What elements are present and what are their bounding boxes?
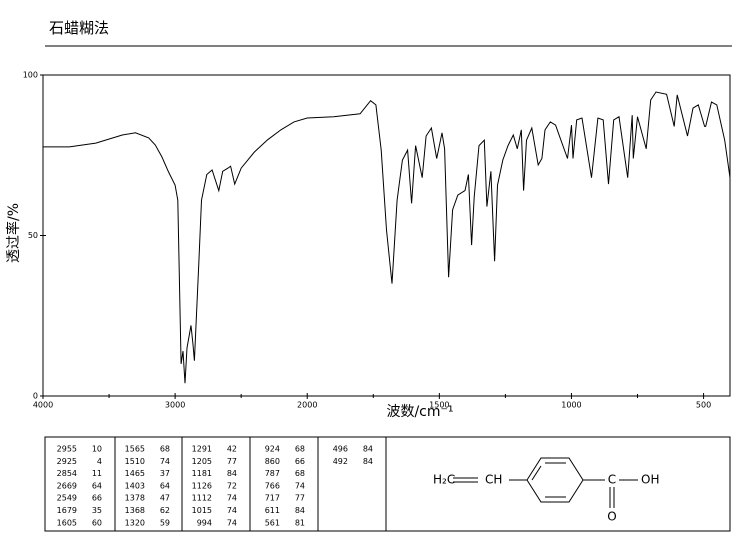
- peak-wavenumber: 1015: [192, 506, 212, 515]
- atom-label: CH: [485, 473, 502, 487]
- peak-transmittance: 64: [160, 481, 170, 490]
- peak-wavenumber: 2925: [57, 457, 77, 466]
- peak-wavenumber: 787: [265, 469, 280, 478]
- peak-transmittance: 81: [295, 518, 305, 527]
- peak-transmittance: 84: [363, 445, 373, 454]
- peak-wavenumber: 496: [333, 445, 348, 454]
- peak-wavenumber: 1378: [125, 494, 145, 503]
- peak-transmittance: 10: [92, 445, 102, 454]
- y-tick-label: 0: [33, 392, 38, 401]
- y-label: 透过率/%: [5, 203, 22, 263]
- peak-wavenumber: 860: [265, 457, 280, 466]
- x-tick-label: 4000: [33, 401, 53, 410]
- peak-wavenumber: 1679: [57, 506, 77, 515]
- peak-wavenumber: 2669: [57, 481, 77, 490]
- peak-wavenumber: 2549: [57, 494, 77, 503]
- peak-transmittance: 64: [92, 481, 102, 490]
- peak-wavenumber: 1205: [192, 457, 212, 466]
- peak-transmittance: 74: [227, 494, 237, 503]
- peak-wavenumber: 766: [265, 481, 280, 490]
- atom-label: O: [607, 510, 616, 524]
- peak-transmittance: 4: [97, 457, 102, 466]
- peak-wavenumber: 1126: [192, 481, 212, 490]
- peak-transmittance: 84: [295, 506, 305, 515]
- peak-transmittance: 74: [227, 518, 237, 527]
- x-tick-label: 500: [696, 401, 711, 410]
- spectrum-line: [43, 91, 731, 384]
- peak-wavenumber: 2955: [57, 445, 77, 454]
- peak-transmittance: 35: [92, 506, 102, 515]
- table-frame: [44, 436, 731, 532]
- y-tick-label: 100: [23, 71, 38, 80]
- x-tick-label: 1000: [561, 401, 581, 410]
- peak-transmittance: 84: [363, 457, 373, 466]
- title: 石蜡糊法: [49, 19, 109, 37]
- peak-wavenumber: 561: [265, 518, 280, 527]
- peak-transmittance: 60: [92, 518, 102, 527]
- peak-wavenumber: 1465: [125, 469, 145, 478]
- x-tick-label: 1500: [429, 401, 449, 410]
- atom-label: C: [608, 473, 616, 487]
- peak-transmittance: 11: [92, 469, 102, 478]
- peak-transmittance: 74: [295, 481, 305, 490]
- peak-transmittance: 37: [160, 469, 170, 478]
- peak-transmittance: 66: [295, 457, 305, 466]
- plot-frame: [42, 74, 731, 397]
- peak-wavenumber: 1368: [125, 506, 145, 515]
- peak-transmittance: 72: [227, 481, 237, 490]
- peak-transmittance: 77: [227, 457, 237, 466]
- peak-wavenumber: 1565: [125, 445, 145, 454]
- peak-transmittance: 59: [160, 518, 170, 527]
- peak-wavenumber: 1510: [125, 457, 145, 466]
- peak-wavenumber: 2854: [57, 469, 77, 478]
- peak-transmittance: 84: [227, 469, 237, 478]
- atom-label: H₂C: [433, 473, 455, 487]
- peak-wavenumber: 717: [265, 494, 280, 503]
- peak-wavenumber: 492: [333, 457, 348, 466]
- x-tick-label: 3000: [165, 401, 185, 410]
- peak-transmittance: 74: [160, 457, 170, 466]
- peak-wavenumber: 1181: [192, 469, 212, 478]
- peak-transmittance: 68: [160, 445, 170, 454]
- peak-transmittance: 68: [295, 445, 305, 454]
- peak-wavenumber: 611: [265, 506, 280, 515]
- peak-transmittance: 77: [295, 494, 305, 503]
- peak-transmittance: 68: [295, 469, 305, 478]
- peak-transmittance: 74: [227, 506, 237, 515]
- x-label: 波数/cm⁻¹: [386, 404, 453, 420]
- peak-wavenumber: 1403: [125, 481, 145, 490]
- peak-transmittance: 66: [92, 494, 102, 503]
- peak-wavenumber: 1112: [192, 494, 212, 503]
- peak-wavenumber: 924: [265, 445, 280, 454]
- y-tick-label: 50: [28, 231, 38, 240]
- peak-transmittance: 47: [160, 494, 170, 503]
- structure: [453, 457, 638, 508]
- peak-wavenumber: 994: [197, 518, 212, 527]
- peak-transmittance: 42: [227, 445, 237, 454]
- peak-wavenumber: 1320: [125, 518, 145, 527]
- peak-wavenumber: 1291: [192, 445, 212, 454]
- atom-label: OH: [641, 473, 659, 487]
- peak-wavenumber: 1605: [57, 518, 77, 527]
- x-tick-label: 2000: [297, 401, 317, 410]
- peak-transmittance: 62: [160, 506, 170, 515]
